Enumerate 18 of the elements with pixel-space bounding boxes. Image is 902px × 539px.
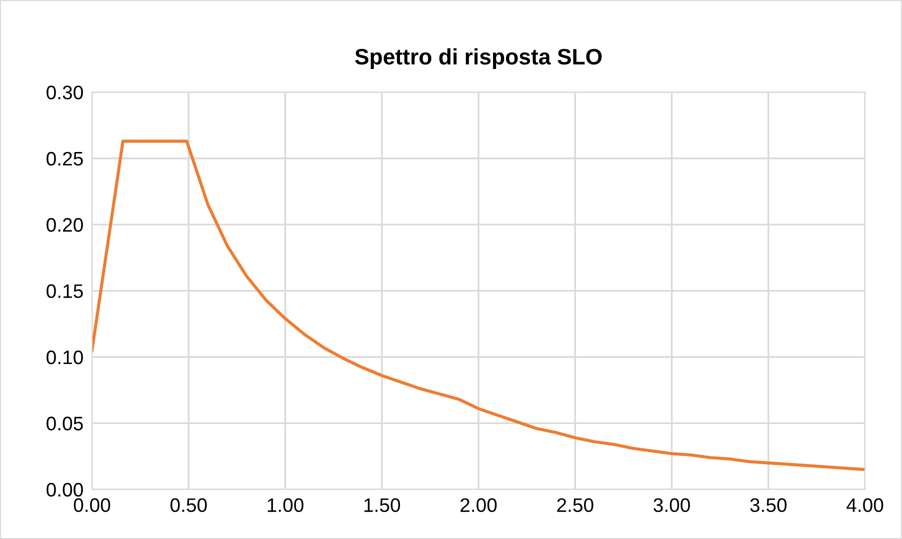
y-tick-label: 0.00 [46,482,83,497]
y-tick-label: 0.20 [46,218,83,232]
x-tick-label: 4.00 [846,498,884,512]
y-tick-label: 0.30 [46,86,83,100]
y-tick-label: 0.15 [46,284,83,298]
x-tick-label: 2.50 [557,498,594,512]
x-tick-label: 1.00 [268,498,304,512]
chart-title: Spettro di risposta SLO [355,48,602,69]
y-tick-label: 0.05 [46,416,83,430]
x-tick-label: 2.00 [460,498,497,512]
line-series [92,140,866,472]
y-tick-label: 0.25 [46,152,83,166]
x-tick-label: 3.50 [750,498,787,512]
x-tick-label: 0.50 [170,498,207,512]
x-tick-label: 0.00 [74,498,110,512]
y-tick-label: 0.10 [46,350,83,364]
x-tick-label: 1.50 [364,498,400,512]
x-tick-label: 3.00 [654,498,690,512]
